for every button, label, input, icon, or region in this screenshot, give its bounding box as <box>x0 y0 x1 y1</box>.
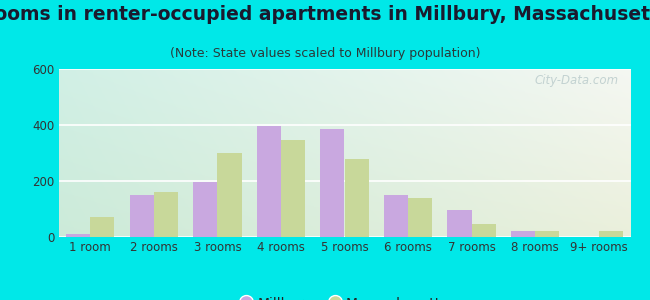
Bar <box>447 210 472 237</box>
Bar <box>344 159 369 237</box>
Bar <box>599 231 623 237</box>
Bar <box>384 195 408 237</box>
Bar <box>511 231 535 237</box>
Bar <box>320 129 344 237</box>
Bar <box>257 126 281 237</box>
Text: Rooms in renter-occupied apartments in Millbury, Massachusetts: Rooms in renter-occupied apartments in M… <box>0 4 650 23</box>
Legend: Millbury, Massachusetts: Millbury, Massachusetts <box>235 291 454 300</box>
Bar <box>535 231 559 237</box>
Bar <box>66 234 90 237</box>
Bar <box>472 224 496 237</box>
Text: (Note: State values scaled to Millbury population): (Note: State values scaled to Millbury p… <box>170 46 480 59</box>
Bar <box>193 182 217 237</box>
Bar <box>130 195 154 237</box>
Text: City-Data.com: City-Data.com <box>535 74 619 87</box>
Bar <box>281 140 305 237</box>
Bar <box>90 218 114 237</box>
Bar <box>408 198 432 237</box>
Bar <box>154 192 178 237</box>
Bar <box>217 153 242 237</box>
